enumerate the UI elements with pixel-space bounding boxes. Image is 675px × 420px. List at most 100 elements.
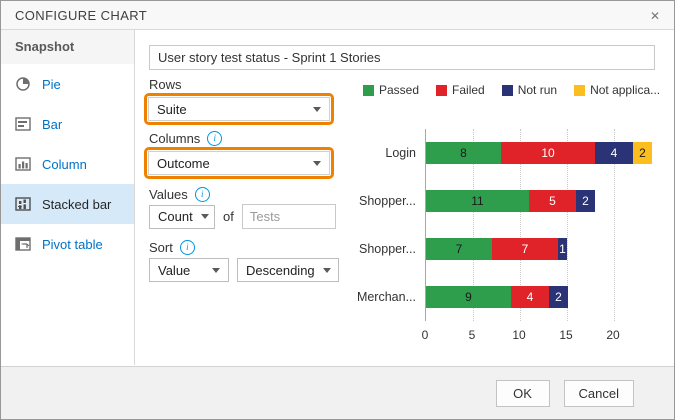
- sort-direction-dropdown[interactable]: Descending: [237, 258, 339, 282]
- x-tick-label: 0: [421, 328, 429, 342]
- legend-item: Not applica...: [574, 83, 660, 97]
- x-tick-label: 5: [468, 328, 476, 342]
- bar-segment[interactable]: 11: [426, 190, 529, 212]
- columns-label: Columns i: [149, 131, 223, 146]
- stacked-bar[interactable]: 8 10 4 2: [426, 129, 663, 177]
- chart-preview: Passed Failed Not run Not applica... Login S…: [356, 83, 665, 343]
- bar-segment[interactable]: 2: [549, 286, 568, 308]
- dialog-footer: OK Cancel: [1, 366, 674, 419]
- sort-by-dropdown-value: Value: [158, 262, 191, 278]
- gridline: [473, 129, 474, 321]
- bar-segment[interactable]: 2: [633, 142, 652, 164]
- plot-area: 8 10 4 2 11 5 2 7 7 1 9 4 2: [425, 129, 663, 321]
- legend-item: Not run: [501, 83, 558, 97]
- chevron-down-icon: [313, 160, 321, 166]
- bar-segment[interactable]: 8: [426, 142, 501, 164]
- stacked-bar[interactable]: 11 5 2: [426, 177, 663, 225]
- chart-title-input[interactable]: [149, 45, 655, 70]
- info-icon[interactable]: i: [194, 187, 210, 202]
- bar-segment[interactable]: 7: [426, 238, 492, 260]
- values-label: Values i: [149, 187, 210, 202]
- info-icon[interactable]: i: [207, 131, 223, 146]
- column-chart-icon: [15, 156, 31, 172]
- chart-body: Login Shopper... Shopper... Merchan... 8 10 4…: [356, 129, 665, 321]
- close-icon[interactable]: ✕: [649, 9, 661, 23]
- category-label: Login: [385, 146, 416, 160]
- sidebar-item-column[interactable]: Column: [1, 144, 134, 184]
- sidebar-item-label: Bar: [42, 116, 63, 132]
- legend-swatch: [501, 84, 513, 96]
- legend-label: Failed: [452, 83, 485, 97]
- legend-item: Passed: [363, 83, 419, 97]
- gridline: [520, 129, 521, 321]
- legend-label: Passed: [379, 83, 420, 97]
- values-field-input[interactable]: [241, 204, 336, 229]
- sidebar-item-label: Pie: [42, 76, 61, 92]
- sidebar-item-label: Column: [42, 156, 87, 172]
- columns-dropdown-highlight: Outcome: [144, 147, 334, 179]
- legend-swatch: [574, 84, 586, 96]
- chevron-down-icon: [322, 267, 331, 273]
- sort-label: Sort i: [149, 240, 195, 255]
- columns-dropdown[interactable]: Outcome: [148, 151, 330, 175]
- dialog-title: CONFIGURE CHART: [15, 7, 148, 23]
- rows-dropdown-value: Suite: [157, 101, 187, 117]
- sort-direction-dropdown-value: Descending: [246, 262, 315, 278]
- bar-segment[interactable]: 2: [576, 190, 595, 212]
- legend-item: Failed: [436, 83, 485, 97]
- chart-type-sidebar: Snapshot Pie Bar Column Stacked bar: [1, 30, 135, 365]
- sidebar-item-pie[interactable]: Pie: [1, 64, 134, 104]
- sidebar-item-label: Pivot table: [42, 236, 103, 252]
- dialog-titlebar: CONFIGURE CHART ✕: [1, 1, 674, 30]
- category-label: Merchan...: [356, 290, 416, 304]
- bar-segment[interactable]: 1: [558, 238, 567, 260]
- legend-label: Not applica...: [590, 83, 661, 97]
- info-icon[interactable]: i: [179, 240, 195, 255]
- bar-segment[interactable]: 9: [426, 286, 511, 308]
- x-axis-ticks: 0 5 10 15 20: [422, 328, 662, 343]
- ok-button[interactable]: OK: [495, 379, 550, 407]
- bar-segment[interactable]: 4: [511, 286, 549, 308]
- sidebar-item-bar[interactable]: Bar: [1, 104, 134, 144]
- columns-dropdown-value: Outcome: [157, 155, 210, 171]
- x-tick-label: 15: [559, 328, 573, 342]
- sidebar-header: Snapshot: [1, 30, 134, 64]
- bar-segment[interactable]: 10: [501, 142, 595, 164]
- cancel-button[interactable]: Cancel: [563, 379, 634, 407]
- stacked-bar-chart-icon: [15, 196, 31, 212]
- category-axis-labels: Login Shopper... Shopper... Merchan...: [356, 129, 425, 321]
- sidebar-item-pivot-table[interactable]: Pivot table: [1, 224, 134, 264]
- aggregation-dropdown-value: Count: [158, 209, 193, 224]
- legend-swatch: [363, 84, 374, 96]
- bar-segment[interactable]: 7: [492, 238, 558, 260]
- x-tick-label: 10: [512, 328, 526, 342]
- sidebar-item-label: Stacked bar: [42, 196, 112, 212]
- sort-by-dropdown[interactable]: Value: [149, 258, 229, 282]
- x-tick-label: 20: [606, 328, 620, 342]
- pivot-table-icon: [15, 236, 31, 252]
- sidebar-item-stacked-bar[interactable]: Stacked bar: [1, 184, 134, 224]
- gridline: [614, 129, 615, 321]
- aggregation-dropdown[interactable]: Count: [149, 204, 215, 229]
- of-label: of: [223, 209, 234, 224]
- category-label: Shopper...: [359, 194, 416, 208]
- rows-dropdown[interactable]: Suite: [148, 97, 330, 121]
- values-row: Count of: [149, 204, 336, 229]
- chart-legend: Passed Failed Not run Not applica...: [363, 83, 665, 97]
- sort-row: Value Descending: [149, 258, 339, 282]
- chevron-down-icon: [313, 106, 321, 112]
- chevron-down-icon: [212, 267, 220, 273]
- legend-label: Not run: [517, 83, 558, 97]
- gridline: [567, 129, 568, 321]
- pie-chart-icon: [15, 76, 31, 92]
- legend-swatch: [436, 84, 448, 96]
- bar-segment[interactable]: 4: [595, 142, 633, 164]
- bar-chart-icon: [15, 116, 31, 132]
- bar-segment[interactable]: 5: [529, 190, 576, 212]
- category-label: Shopper...: [359, 242, 416, 256]
- chevron-down-icon: [200, 214, 209, 219]
- rows-label: Rows: [149, 77, 182, 92]
